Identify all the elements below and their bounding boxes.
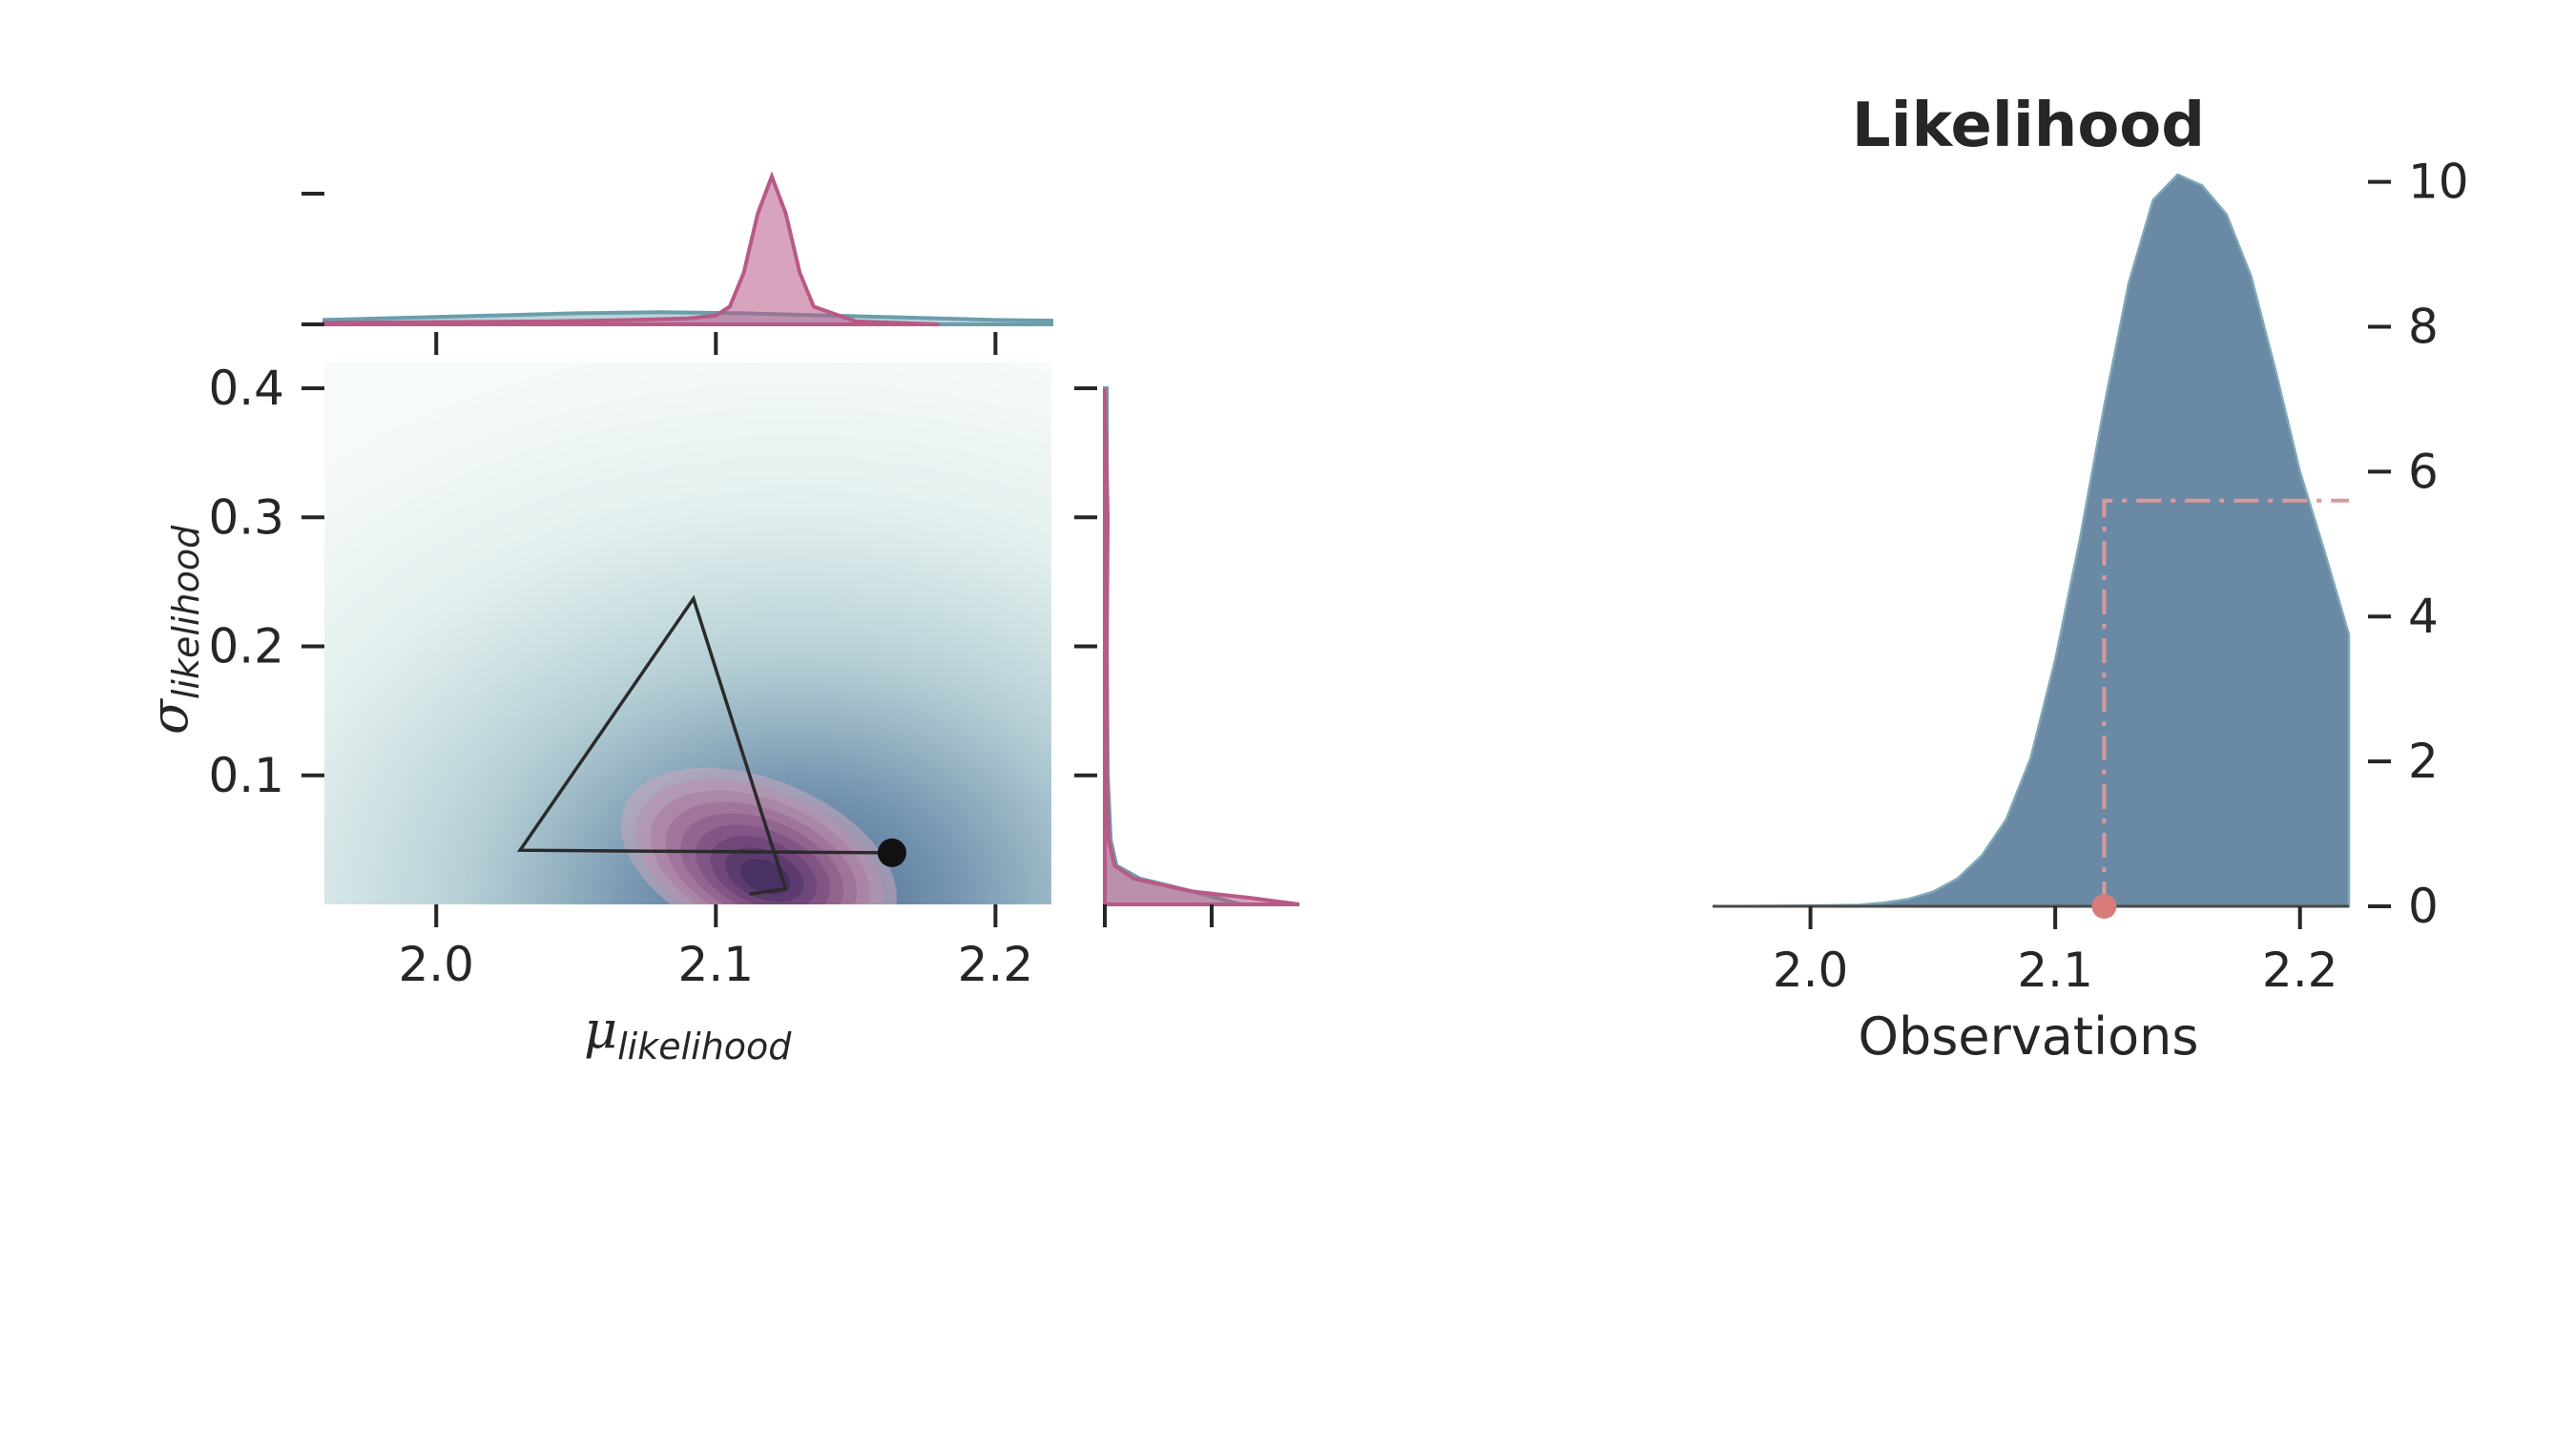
joint-x-tick-label: 2.2 [958,937,1034,992]
likelihood-y-tick-label: 8 [2408,299,2439,354]
joint-x-label: μlikelihood [584,1000,792,1068]
mu-posterior-density [322,171,940,326]
joint-y-axis: 0.1 0.2 0.3 0.4 [208,361,324,803]
joint-panel: 2.0 2.1 2.2 0.10.20.30.4 μlikelihood σlike… [139,361,1051,1068]
likelihood-y-tick-label: 10 [2408,155,2469,210]
joint-y-label: σlikelihood [139,525,207,735]
likelihood-area [1712,173,2351,908]
sigma-prior-density [1103,386,1242,906]
joint-y-tick-label: 0.3 [208,489,284,545]
likelihood-y-tick-label: 2 [2408,734,2439,789]
likelihood-panel: 2.0 2.1 2.2 0 2 4 6 8 10 Likelihood Observation… [1712,91,2469,1067]
likelihood-y-axis: 0 2 4 6 8 10 [2368,155,2469,934]
x-label-subscript: likelihood [617,1026,792,1068]
likelihood-x-tick-label: 2.1 [2017,943,2093,998]
likelihood-y-tick-label: 0 [2408,879,2439,934]
likelihood-title: Likelihood [1852,91,2205,161]
likelihood-x-axis: 2.0 2.1 2.2 [1773,906,2338,998]
joint-y-tick-label: 0.4 [208,361,284,416]
likelihood-x-tick-label: 2.2 [2262,943,2338,998]
optimizer-path-line [516,594,892,896]
likelihood-x-label: Observations [1859,1006,2199,1067]
x-label-symbol: μ [584,1000,617,1060]
likelihood-x-tick-label: 2.0 [1773,943,1849,998]
likelihood-y-tick-label: 4 [2408,589,2439,644]
joint-y-tick-label: 0.2 [208,619,284,674]
joint-x-tick-label: 2.1 [678,937,755,992]
likelihood-guide-lines [2102,498,2349,906]
sigma-marginal-panel [1074,386,1300,927]
likelihood-y-tick-label: 6 [2408,444,2439,499]
posterior-contours [620,767,897,904]
current-point-marker [877,838,906,867]
sigma-marginal-y-ticks [1074,386,1097,778]
mu-marginal-x-ticks [434,332,998,355]
y-label-subscript: likelihood [165,525,207,699]
observation-marker [2091,894,2117,919]
joint-x-axis: 2.0 2.1 2.2 [398,904,1033,992]
joint-x-tick-label: 2.0 [398,937,474,992]
y-label-symbol: σ [139,697,199,735]
sigma-posterior-density [1103,388,1300,906]
mu-marginal-panel [301,171,1053,355]
joint-y-tick-label: 0.1 [208,748,284,803]
